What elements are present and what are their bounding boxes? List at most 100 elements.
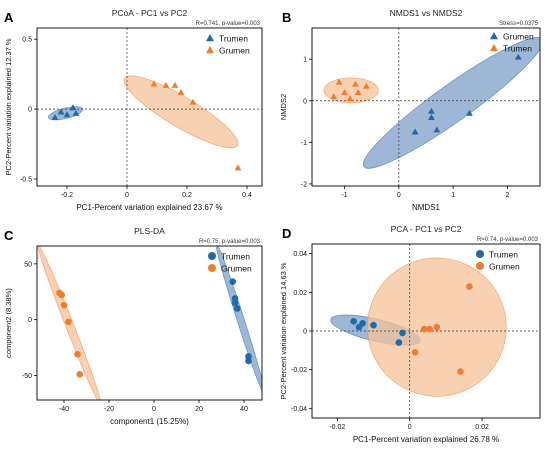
x-tick-label: 0 <box>152 406 156 413</box>
panel-label: D <box>282 226 291 241</box>
data-point <box>466 283 473 290</box>
x-tick-label: -1 <box>341 192 347 199</box>
stat-annotation: R=0.74, p-value=0.003 <box>477 237 539 243</box>
y-tick-label: 0.5 <box>22 37 32 44</box>
data-point <box>352 80 359 87</box>
x-tick-label: 0.02 <box>475 424 489 431</box>
data-point <box>346 95 354 102</box>
y-tick-label: 0 <box>303 329 307 336</box>
plot-content <box>312 244 540 418</box>
chart-title: PCoA - PC1 vs PC2 <box>112 8 188 18</box>
legend-marker <box>208 252 216 260</box>
legend-label: Grumen <box>489 262 520 272</box>
x-tick-label: 0 <box>408 424 412 431</box>
plot-frame <box>36 245 263 401</box>
data-point <box>411 348 419 356</box>
legend: Trumen Grumen <box>208 252 252 274</box>
data-point <box>433 323 441 331</box>
legend-label: Grumen <box>219 46 250 56</box>
y-tick-label: -0.04 <box>291 406 307 413</box>
y-tick-label: -0.02 <box>291 367 307 374</box>
legend-label: Grumen <box>503 32 534 42</box>
x-tick-label: 20 <box>195 406 203 413</box>
plot-frame <box>36 27 263 187</box>
chart-title: NMDS1 vs NMDS2 <box>390 8 463 18</box>
chart-title: PCA - PC1 vs PC2 <box>391 224 462 234</box>
x-tick-label: 1 <box>451 192 455 199</box>
data-point <box>354 89 362 95</box>
y-tick-label: 0.04 <box>293 251 307 258</box>
legend-label: Trumen <box>489 250 518 260</box>
stat-annotation: R=0.741, p-value=0.003 <box>196 21 261 27</box>
data-point <box>420 325 428 333</box>
x-axis-label: PC1-Percent variation explained 23.67 % <box>76 203 222 212</box>
x-tick-label: 0.2 <box>182 192 192 199</box>
x-axis-label: NMDS1 <box>412 203 441 212</box>
confidence-ellipse <box>362 36 540 169</box>
legend-label: Trumen <box>219 34 248 44</box>
data-point <box>72 109 80 116</box>
y-tick-label: -0.5 <box>20 177 32 184</box>
confidence-ellipse <box>123 75 239 149</box>
plot-content <box>37 28 262 186</box>
data-point <box>245 357 252 365</box>
y-tick-label: 0 <box>303 98 307 105</box>
x-tick-label: -20 <box>104 406 114 413</box>
data-point <box>58 291 66 299</box>
data-point <box>74 350 81 358</box>
data-point <box>69 104 77 111</box>
y-tick-label: 1 <box>303 57 307 64</box>
data-point <box>177 88 185 95</box>
data-point <box>60 301 68 309</box>
data-point <box>411 128 419 135</box>
stat-annotation: Stress=0.0375 <box>499 21 539 27</box>
y-tick-label: 0.02 <box>293 290 307 297</box>
data-point <box>428 107 435 114</box>
data-point <box>514 53 522 60</box>
data-point <box>150 80 158 87</box>
panel-label: B <box>282 10 291 25</box>
data-point <box>335 78 343 85</box>
data-point <box>426 325 433 333</box>
data-point <box>370 321 377 329</box>
plot-content <box>312 28 540 186</box>
data-point <box>51 114 59 121</box>
data-point <box>350 318 357 325</box>
y-tick-label: 0 <box>28 317 32 324</box>
legend-marker <box>476 262 484 270</box>
x-axis-label: component1 (15.25%) <box>110 417 189 426</box>
data-point <box>395 339 403 346</box>
data-point <box>399 329 406 337</box>
legend-label: Grumen <box>221 264 252 274</box>
data-point <box>162 81 170 88</box>
data-point <box>466 109 473 116</box>
y-tick-label: -2 <box>301 181 307 188</box>
legend-marker <box>206 46 214 54</box>
legend-marker <box>490 32 498 40</box>
panel-c: C PLS-DA R=0.75, p-value=0.003 -40 -20 0 20 40 -… <box>4 226 263 426</box>
x-tick-label: 0 <box>125 192 129 199</box>
data-point <box>65 318 72 326</box>
confidence-ellipse <box>37 246 102 400</box>
data-point <box>234 164 242 171</box>
data-point <box>76 371 84 378</box>
x-tick-label: -40 <box>59 406 69 413</box>
legend: Trumen Grumen <box>476 250 520 272</box>
x-tick-label: -0.02 <box>329 424 345 431</box>
legend: Trumen Grumen <box>206 34 250 56</box>
panel-label: A <box>4 10 14 25</box>
y-tick-label: -1 <box>301 140 307 147</box>
data-point <box>355 323 363 331</box>
panel-a: A PCoA - PC1 vs PC2 R=0.741, p-value=0.003… <box>4 8 263 212</box>
x-tick-label: -0.2 <box>61 192 73 199</box>
y-tick-label: -50 <box>22 373 32 380</box>
data-point <box>231 299 239 307</box>
y-tick-label: 0 <box>28 107 32 114</box>
data-point <box>171 81 179 88</box>
data-point <box>362 82 370 89</box>
plot-frame <box>311 27 541 187</box>
panel-b: B NMDS1 vs NMDS2 Stress=0.0375 -1 0 1 2 -2 -1 0 1 N… <box>279 8 541 212</box>
y-axis-label: PC2-Percent variation explained 12.37 % <box>4 38 13 175</box>
x-tick-label: 0.4 <box>242 192 252 199</box>
panel-d: D PCA - PC1 vs PC2 R=0.74, p-value=0.003 -0… <box>279 224 541 444</box>
